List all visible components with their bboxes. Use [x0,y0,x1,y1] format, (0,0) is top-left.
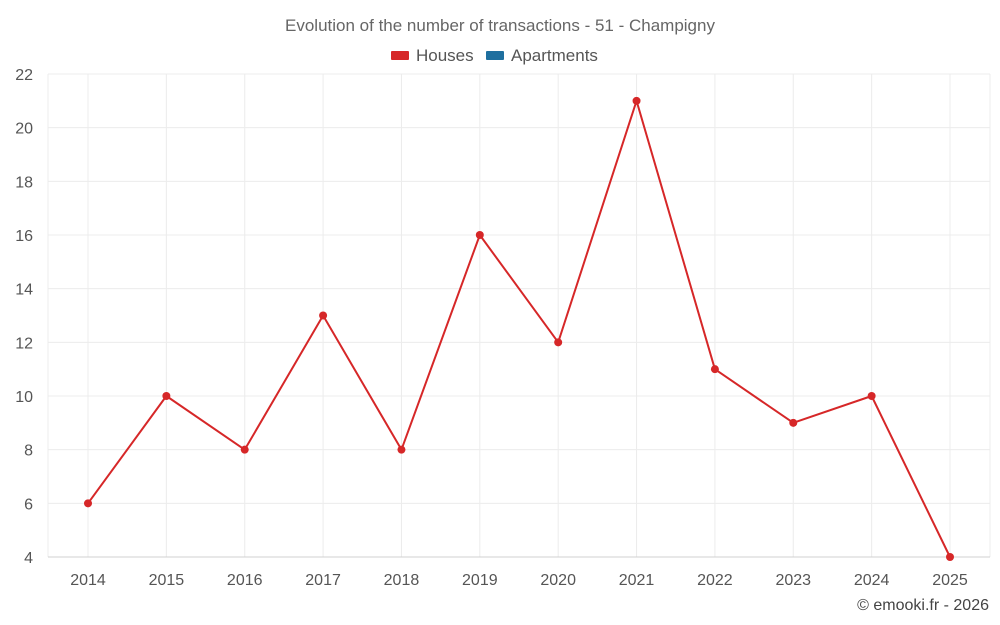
x-tick-label: 2016 [227,572,263,589]
data-point-houses[interactable] [789,418,798,427]
x-tick-label: 2015 [149,572,185,589]
data-point-houses[interactable] [554,338,563,347]
credit-text: © emooki.fr - 2026 [857,597,989,614]
x-axis-ticks: 2014 2015 2016 2017 2018 2019 2020 2021 2022 2023… [70,572,968,589]
y-tick-label: 12 [15,335,33,352]
legend-swatch-houses [391,51,409,60]
y-tick-label: 10 [15,389,33,406]
x-tick-label: 2025 [932,572,968,589]
chart-title: Evolution of the number of transactions … [285,16,715,35]
y-tick-label: 4 [24,550,33,567]
legend-label-houses[interactable]: Houses [416,46,474,65]
y-axis-ticks: 4 6 8 10 12 14 16 18 20 22 [15,67,33,567]
data-point-houses[interactable] [84,499,92,508]
series-layer [84,96,954,561]
x-tick-label: 2023 [775,572,811,589]
x-gridlines [47,74,991,557]
x-tick-label: 2022 [697,572,733,589]
y-tick-label: 18 [15,174,33,191]
data-point-houses[interactable] [397,445,406,454]
series-line-houses [87,99,951,558]
legend-swatch-apartments [486,51,504,60]
data-point-houses[interactable] [710,365,719,374]
x-tick-label: 2018 [384,572,420,589]
x-tick-label: 2020 [540,572,576,589]
data-point-houses[interactable] [162,392,171,400]
data-point-houses[interactable] [632,96,641,105]
data-point-houses[interactable] [946,553,954,561]
x-tick-label: 2019 [462,572,498,589]
y-tick-label: 6 [24,496,33,513]
y-tick-label: 20 [15,121,33,138]
y-tick-label: 16 [15,228,33,245]
data-point-houses[interactable] [475,231,484,239]
data-point-houses[interactable] [867,392,876,400]
y-tick-label: 8 [24,443,33,460]
data-point-houses[interactable] [240,445,249,454]
y-tick-label: 14 [15,282,33,299]
data-point-houses[interactable] [319,311,328,320]
x-tick-label: 2014 [70,572,106,589]
y-tick-label: 22 [15,67,33,84]
x-tick-label: 2024 [854,572,890,589]
legend-label-apartments[interactable]: Apartments [511,46,598,65]
x-tick-label: 2017 [305,572,341,589]
x-tick-label: 2021 [619,572,655,589]
legend: Houses Apartments [391,46,598,65]
